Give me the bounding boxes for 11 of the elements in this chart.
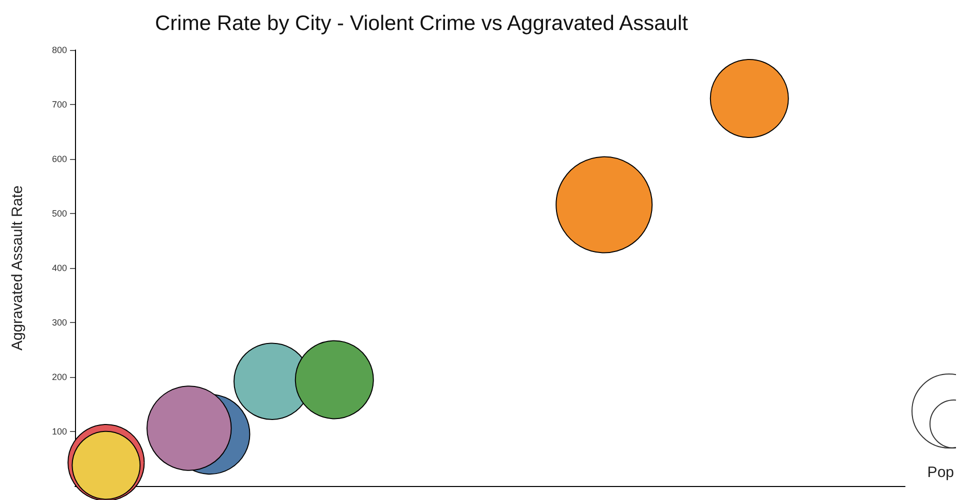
legend-title: Pop [927, 464, 954, 481]
y-tick-label: 500 [52, 208, 67, 218]
y-tick-label: 400 [52, 263, 67, 273]
y-tick-label: 700 [52, 100, 67, 110]
y-axis-title: Aggravated Assault Rate [9, 185, 26, 351]
y-tick-label: 300 [52, 318, 67, 328]
y-tick-label: 100 [52, 426, 67, 436]
y-tick-label: 200 [52, 372, 67, 382]
y-tick-label: 600 [52, 154, 67, 164]
y-tick-label: 800 [52, 45, 67, 55]
chart-title: Crime Rate by City - Violent Crime vs Aggravated Assault [155, 12, 688, 35]
